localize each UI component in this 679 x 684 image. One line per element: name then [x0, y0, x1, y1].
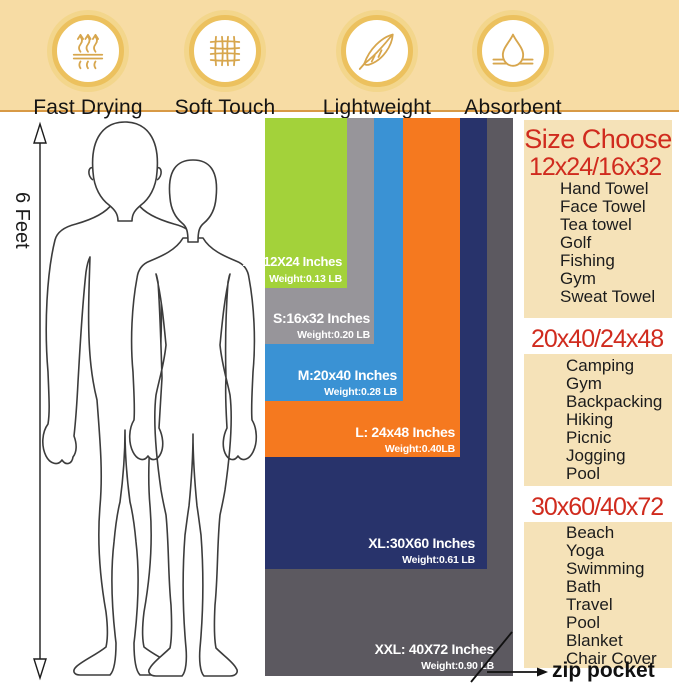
size-guide-group-large: Beach Yoga Swimming Bath Travel Pool Bla… [524, 522, 672, 668]
group-heading: 12x24/16x32 [529, 153, 662, 181]
group-items: Hand Towel Face Towel Tea towel Golf Fis… [524, 180, 672, 306]
woman-head-outline [168, 159, 218, 243]
use-case-item: Backpacking [566, 392, 663, 411]
use-case-item: Bath [566, 577, 601, 596]
feature-label: Absorbent [464, 96, 562, 119]
man-ear-right [156, 166, 162, 181]
size-rect-xs: XS:12X24 Inches Weight:0.13 LB [242, 118, 347, 288]
zip-pocket-label: zip pocket [552, 659, 655, 682]
use-case-item: Golf [560, 233, 592, 252]
use-case-item: Gym [560, 269, 596, 288]
group-items: Camping Gym Backpacking Hiking Picnic Jo… [524, 357, 672, 483]
feature-label: Lightweight [322, 96, 432, 119]
size-guide-group-medium: Camping Gym Backpacking Hiking Picnic Jo… [524, 354, 672, 486]
feature-label: Fast Drying [33, 96, 143, 119]
feature-label: Soft Touch [174, 96, 276, 119]
use-case-item: Fishing [560, 251, 615, 270]
feature-soft-touch: Soft Touch [150, 10, 300, 120]
group-heading: 30x60/40x72 [531, 493, 664, 521]
size-label-xxl: XXL: 40X72 Inches Weight:0.90 LB [374, 640, 495, 672]
use-case-item: Beach [566, 523, 615, 542]
use-case-item: Chair Cover [566, 649, 657, 668]
size-label-xl: XL:30X60 Inches Weight:0.61 LB [368, 534, 475, 566]
arrow-right-icon [537, 667, 548, 677]
feature-absorbent: Absorbent [438, 10, 588, 120]
feature-lightweight: Lightweight [302, 10, 452, 120]
use-case-item: Sweat Towel [560, 287, 656, 306]
zip-pocket-pointer [470, 631, 548, 683]
steam-rising-icon [52, 15, 124, 87]
use-case-item: Jogging [566, 446, 626, 465]
use-case-item: Hiking [566, 410, 614, 429]
woven-mesh-icon [189, 15, 261, 87]
feather-icon [341, 15, 413, 87]
height-comparison-figures: 6 Feet [11, 121, 258, 681]
group-items: Beach Yoga Swimming Bath Travel Pool Bla… [524, 524, 672, 668]
use-case-item: Travel [566, 595, 613, 614]
woman-body-outline [128, 237, 258, 677]
height-marker-label: 6 Feet [11, 192, 33, 249]
use-case-item: Tea towel [560, 215, 632, 234]
size-label-s: S:16x32 Inches Weight:0.20 LB [273, 309, 370, 341]
size-guide-panel: Size Choose 12x24/16x32 Hand Towel Face … [524, 120, 672, 668]
man-ear-left [88, 166, 94, 181]
size-label-l: L: 24x48 Inches Weight:0.40LB [355, 423, 455, 455]
use-case-item: Face Towel [560, 197, 646, 216]
group-heading: 20x40/24x48 [531, 325, 664, 353]
use-case-item: Swimming [566, 559, 645, 578]
size-label-xs: XS:12X24 Inches Weight:0.13 LB [242, 254, 342, 285]
size-guide-title: Size Choose [524, 124, 672, 154]
height-arrow [33, 121, 47, 681]
use-case-item: Gym [566, 374, 602, 393]
use-case-item: Pool [566, 464, 601, 483]
use-case-item: Camping [566, 356, 635, 375]
use-case-item: Blanket [566, 631, 623, 650]
use-case-item: Hand Towel [560, 179, 649, 198]
water-drop-icon [477, 15, 549, 87]
use-case-item: Pool [566, 613, 601, 632]
size-guide-group-small: Size Choose 12x24/16x32 Hand Towel Face … [524, 120, 672, 318]
feature-fast-drying: Fast Drying [13, 10, 163, 120]
feature-band: Fast Drying Soft Touch [0, 0, 679, 119]
man-head-outline [91, 121, 159, 222]
use-case-item: Picnic [566, 428, 612, 447]
size-label-m: M:20x40 Inches Weight:0.28 LB [297, 366, 398, 398]
use-case-item: Yoga [566, 541, 605, 560]
